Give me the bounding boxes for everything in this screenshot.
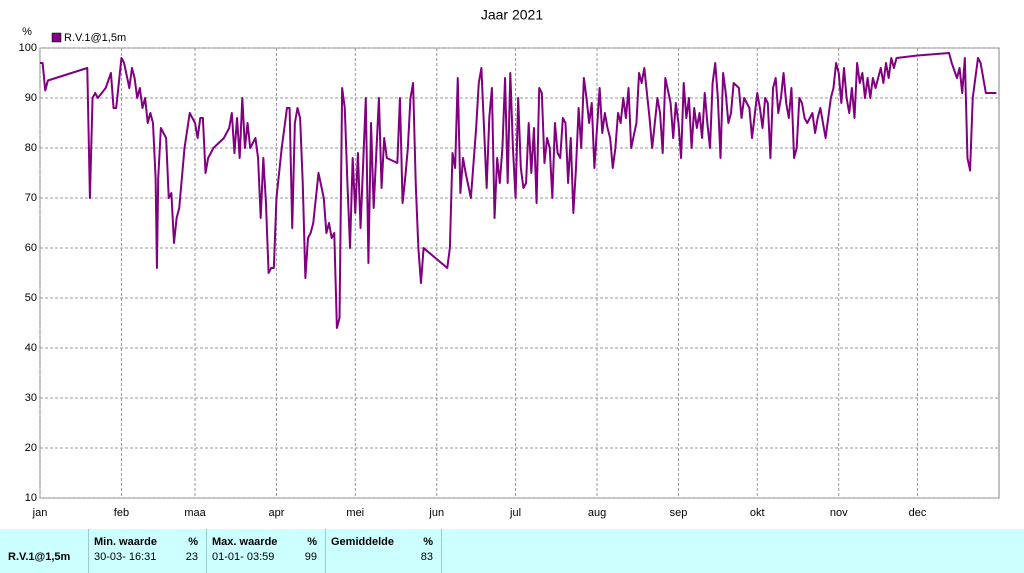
x-tick-label: okt [750, 507, 765, 519]
x-tick-label: sep [670, 507, 688, 519]
x-tick-label: jul [509, 507, 521, 519]
stats-cell: Gemiddelde % 83 [326, 529, 442, 573]
stats-value: 99 [304, 551, 317, 563]
x-tick-label: aug [588, 507, 606, 519]
y-axis-label: % [22, 26, 32, 38]
stats-cell: Min. waarde % 30-03- 16:31 23 [89, 529, 207, 573]
stats-table: R.V.1@1,5m Min. waarde % 30-03- 16:31 23… [0, 529, 1024, 573]
legend-swatch [51, 32, 62, 43]
stats-time: 30-03- 16:31 [94, 551, 157, 563]
y-tick-label: 100 [19, 42, 37, 54]
chart: Jaar 2021 % 10 20 30 40 50 60 70 80 90 100 jan feb m… [19, 7, 1000, 519]
stats-unit: % [423, 536, 433, 548]
y-tick-label: 90 [25, 92, 37, 104]
stats-unit: % [307, 536, 317, 548]
stats-cell: Max. waarde % 01-01- 03:59 99 [207, 529, 326, 573]
x-tick-label: dec [909, 507, 927, 519]
legend-label: R.V.1@1,5m [64, 32, 126, 44]
stats-series-name: R.V.1@1,5m [8, 551, 71, 563]
y-tick-label: 30 [25, 392, 37, 404]
x-tick-label: nov [830, 507, 848, 519]
y-tick-label: 80 [25, 142, 37, 154]
data-line [40, 52, 997, 329]
x-tick-label: feb [114, 507, 129, 519]
stats-value: 83 [420, 551, 433, 563]
x-tick-label: jan [32, 507, 48, 519]
x-tick-label: mei [346, 507, 364, 519]
x-tick-label: jun [428, 507, 444, 519]
stats-header: Max. waarde [212, 536, 278, 548]
stats-unit: % [188, 536, 198, 548]
stats-header: Min. waarde [94, 536, 157, 548]
stats-time: 01-01- 03:59 [212, 551, 275, 563]
stats-header: Gemiddelde [331, 536, 394, 548]
y-tick-label: 20 [25, 442, 37, 454]
chart-title: Jaar 2021 [481, 7, 543, 23]
y-tick-label: 40 [25, 342, 37, 354]
x-tick-label: apr [269, 507, 285, 519]
y-tick-label: 70 [25, 192, 37, 204]
stats-label-cell: R.V.1@1,5m [0, 529, 89, 573]
y-tick-label: 50 [25, 292, 37, 304]
stats-value: 23 [185, 551, 198, 563]
y-tick-label: 60 [25, 242, 37, 254]
y-tick-label: 10 [25, 492, 37, 504]
x-tick-label: maa [184, 507, 206, 519]
